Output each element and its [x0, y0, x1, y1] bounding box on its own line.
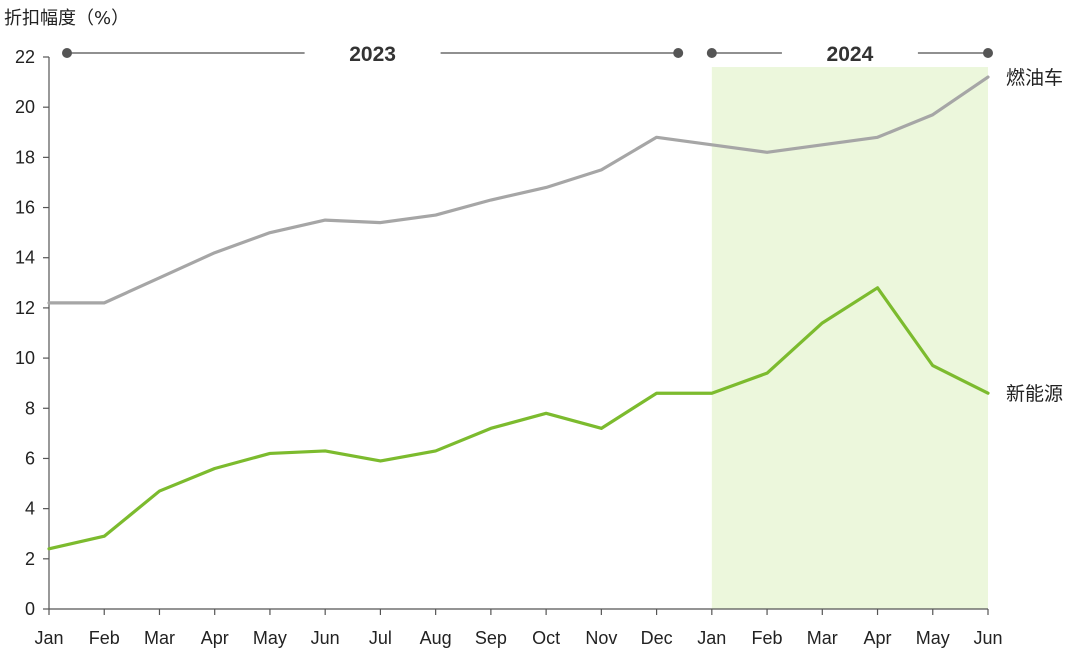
x-axis-ticks: Jan Feb Mar Apr May Jun Jul Aug Sep Oct Nov Dec Jan F… — [34, 609, 1003, 648]
year-bracket-dot — [62, 48, 72, 58]
series-line — [47, 75, 990, 305]
series-label: 新能源 — [1006, 383, 1063, 405]
x-tick-label: Apr — [864, 628, 892, 648]
x-tick-label: Mar — [144, 628, 175, 648]
y-tick-label: 8 — [25, 398, 35, 418]
series-label: 燃油车 — [1006, 67, 1063, 89]
x-tick-label: Feb — [752, 628, 783, 648]
x-tick-label: Dec — [641, 628, 673, 648]
y-tick-label: 14 — [15, 248, 35, 268]
y-tick-label: 2 — [25, 549, 35, 569]
year-bracket-dot — [983, 48, 993, 58]
x-tick-label: Aug — [420, 628, 452, 648]
x-tick-label: Sep — [475, 628, 507, 648]
x-tick-label: Oct — [532, 628, 560, 648]
x-tick-label: Jun — [973, 628, 1002, 648]
y-tick-label: 6 — [25, 448, 35, 468]
y-tick-label: 0 — [25, 599, 35, 619]
year-bracket-dot — [673, 48, 684, 58]
y-tick-label: 4 — [25, 499, 35, 519]
year-group-markers: 2023 2024 — [62, 43, 993, 66]
x-tick-label: Nov — [585, 628, 617, 648]
x-tick-label: Mar — [807, 628, 838, 648]
y-tick-label: 12 — [15, 298, 35, 318]
year-label: 2024 — [827, 43, 874, 66]
x-tick-label: May — [916, 628, 950, 648]
x-tick-label: Jul — [369, 628, 392, 648]
y-tick-label: 16 — [15, 198, 35, 218]
y-tick-label: 20 — [15, 97, 35, 117]
y-tick-label: 22 — [15, 47, 35, 67]
highlight-2024-region — [711, 67, 988, 609]
y-tick-label: 10 — [15, 348, 35, 368]
x-tick-label: Jun — [311, 628, 340, 648]
x-tick-label: Jan — [34, 628, 63, 648]
x-tick-label: May — [253, 628, 287, 648]
year-label: 2023 — [349, 43, 396, 66]
x-tick-label: Apr — [201, 628, 229, 648]
y-tick-label: 18 — [15, 147, 35, 167]
year-bracket-dot — [706, 48, 717, 58]
series-line — [47, 286, 990, 551]
x-tick-label: Feb — [89, 628, 120, 648]
axes — [48, 57, 988, 610]
y-axis-ticks: 0 2 4 6 8 10 12 14 16 18 20 22 — [15, 47, 49, 619]
x-tick-label: Jan — [697, 628, 726, 648]
y-axis-title: 折扣幅度（%） — [4, 8, 129, 29]
